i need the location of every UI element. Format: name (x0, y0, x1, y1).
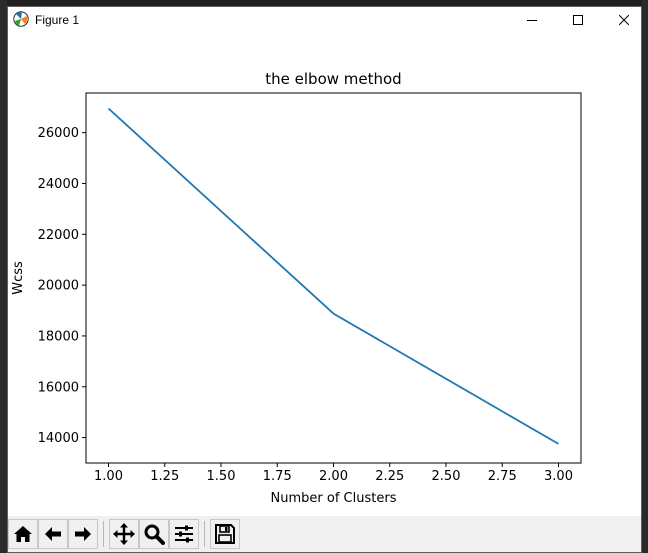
toolbar-separator (204, 521, 205, 547)
y-axis-label: Wcss (11, 261, 26, 295)
minimize-icon (527, 20, 537, 21)
close-icon (619, 15, 629, 25)
title-bar[interactable]: Figure 1 (8, 7, 641, 33)
x-tick-label: 2.00 (319, 469, 348, 484)
save-button[interactable] (210, 519, 240, 549)
x-tick-label: 2.25 (375, 469, 404, 484)
y-tick-label: 14000 (38, 431, 79, 446)
x-tick-label: 1.75 (263, 469, 292, 484)
home-icon (14, 526, 32, 542)
window-title: Figure 1 (35, 13, 80, 27)
zoom-button[interactable] (139, 519, 169, 549)
matplotlib-app-icon (13, 11, 29, 27)
x-tick-label: 2.75 (488, 469, 517, 484)
pan-icon (113, 523, 135, 545)
desktop-background-left (0, 0, 7, 553)
maximize-icon (573, 15, 583, 25)
minimize-button[interactable] (509, 7, 555, 33)
save-icon (215, 524, 235, 544)
figure-window: Figure 1 1.00 1.25 1.50 1.75 2.00 2.25 2.50 2.7… (7, 6, 642, 553)
navigation-toolbar (8, 516, 641, 552)
home-button[interactable] (8, 519, 38, 549)
configure-subplots-button[interactable] (169, 519, 199, 549)
axes-frame (85, 92, 582, 464)
x-tick-label: 2.50 (432, 469, 461, 484)
y-tick-label: 24000 (38, 177, 79, 192)
forward-button[interactable] (68, 519, 98, 549)
y-tick-label: 16000 (38, 380, 79, 395)
chart: 1.00 1.25 1.50 1.75 2.00 2.25 2.50 2.75 3.00 1400… (11, 70, 582, 506)
configure-subplots-icon (175, 525, 193, 543)
y-tick-label: 20000 (38, 279, 79, 294)
back-button[interactable] (38, 519, 68, 549)
x-axis-label: Number of Clusters (271, 491, 397, 506)
x-tick-label: 1.00 (94, 469, 123, 484)
desktop-background-right (642, 0, 648, 553)
y-tick-label: 18000 (38, 329, 79, 344)
y-tick-label: 22000 (38, 228, 79, 243)
chart-title: the elbow method (265, 70, 401, 88)
desktop-background-top (0, 0, 648, 6)
back-icon (45, 527, 61, 541)
forward-icon (75, 527, 91, 541)
zoom-icon (144, 524, 165, 545)
pan-button[interactable] (109, 519, 139, 549)
maximize-button[interactable] (555, 7, 601, 33)
x-tick-label: 1.25 (150, 469, 179, 484)
x-tick-label: 3.00 (544, 469, 573, 484)
close-button[interactable] (601, 7, 647, 33)
series-line (107, 107, 559, 445)
toolbar-separator (103, 521, 104, 547)
x-tick-label: 1.50 (207, 469, 236, 484)
figure-canvas[interactable]: 1.00 1.25 1.50 1.75 2.00 2.25 2.50 2.75 3.00 1400… (8, 33, 641, 516)
y-tick-label: 26000 (38, 126, 79, 141)
